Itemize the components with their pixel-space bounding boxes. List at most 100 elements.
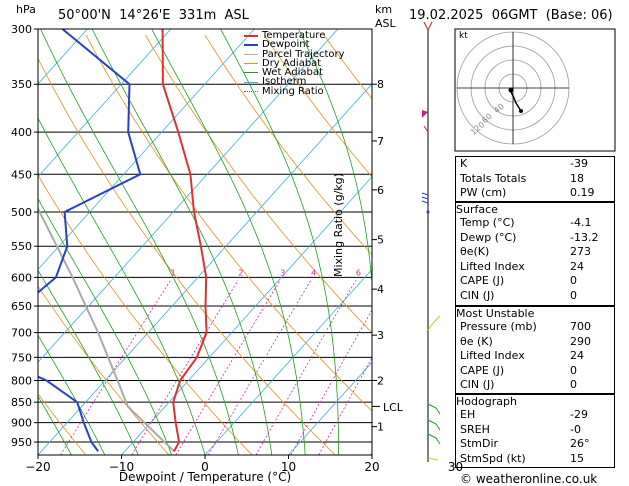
row-label: CAPE (J)	[460, 363, 505, 377]
temperature-tick-label: −20	[25, 460, 50, 474]
row-value: -4.1	[570, 216, 592, 229]
wet-adiabat	[298, 29, 372, 455]
legend-item: Mixing Ratio	[244, 86, 345, 96]
pressure-tick-label: 550	[11, 240, 32, 253]
surface-title: Surface	[456, 203, 498, 216]
legend-item: Temperature	[244, 30, 345, 41]
dry-adiabat	[145, 34, 372, 334]
pressure-tick-label: 600	[11, 271, 32, 284]
legend-label: Isotherm	[262, 76, 307, 88]
wet-adiabat	[151, 29, 306, 455]
height-tick-label: 6	[377, 184, 384, 197]
table-row: Pressure (mb) 700	[456, 320, 614, 335]
pressure-tick-label: 300	[11, 23, 32, 36]
wet-adiabat	[38, 197, 172, 455]
wind-barbs	[421, 21, 441, 461]
temperature-tick-label: 0	[201, 460, 209, 474]
table-row: CAPE (J) 0	[456, 364, 614, 379]
parcel-trajectory-line	[38, 206, 175, 453]
height-tick-label: 5	[377, 234, 384, 247]
pressure-tick-label: 700	[11, 327, 32, 340]
table-row: CAPE (J) 0	[456, 274, 614, 289]
mixing-ratio-line	[208, 280, 312, 455]
wet-adiabat	[38, 334, 106, 455]
isotherm	[288, 361, 372, 455]
wet-adiabat	[91, 29, 273, 455]
row-label: StmDir	[460, 437, 499, 451]
dry-adiabat	[38, 174, 253, 455]
mixing-ratio-label: 6	[356, 268, 361, 277]
row-label: PW (cm)	[460, 186, 507, 200]
height-tick-label: 3	[377, 329, 384, 342]
row-value: 0	[570, 288, 577, 302]
indices-table: K -39 Totals Totals 18 PW (cm) 0.19	[455, 156, 615, 202]
row-label: EH	[460, 408, 476, 421]
pressure-tick-label: 750	[11, 351, 32, 364]
temperature-tick-label: 20	[364, 460, 379, 474]
location-title: 50°00'N 14°26'E 331m ASL	[58, 8, 249, 23]
height-tick-label: 1	[377, 421, 384, 434]
legend-label: Dewpoint	[262, 39, 310, 51]
pressure-tick-label: 400	[11, 126, 32, 139]
row-value: 0.19	[570, 186, 595, 200]
row-value: 24	[570, 349, 584, 363]
datetime-title: 19.02.2025 06GMT (Base: 06)	[409, 8, 613, 23]
pressure-tick-label: 850	[11, 396, 32, 409]
row-label: Lifted Index	[460, 259, 525, 273]
mixing-ratio-label: 2	[238, 268, 243, 277]
legend-swatch	[244, 90, 258, 92]
legend-label: Temperature	[262, 30, 326, 41]
x-axis-label: Dewpoint / Temperature (°C)	[118, 470, 292, 484]
table-row: θe (K) 290	[456, 335, 614, 350]
legend-label: Wet Adiabat	[262, 67, 323, 79]
mixing-ratio-label: 4	[311, 268, 316, 277]
table-row: CIN (J) 0	[456, 378, 614, 393]
mixing-ratio-line	[60, 280, 171, 455]
row-value: 24	[570, 259, 584, 273]
pressure-tick-label: 950	[11, 436, 32, 449]
legend-label: Parcel Trajectory	[262, 48, 345, 60]
table-row: θe(K) 273	[456, 245, 614, 260]
height-tick-label: 7	[377, 135, 384, 148]
pressure-tick-label: 650	[11, 300, 32, 313]
row-label: StmSpd (kt)	[460, 451, 526, 465]
table-row: PW (cm) 0.19	[456, 186, 614, 201]
table-row: Lifted Index 24	[456, 260, 614, 275]
isotherm	[38, 29, 172, 178]
mixing-ratio-label: 3	[280, 268, 285, 277]
isotherm	[204, 268, 372, 455]
copyright: © weatheronline.co.uk	[460, 472, 598, 486]
hodograph-title: Hodograph	[456, 395, 517, 408]
dry-adiabat	[38, 57, 336, 455]
row-value: 26°	[570, 437, 590, 451]
most-unstable-title: Most Unstable	[456, 307, 535, 320]
row-label: Pressure (mb)	[460, 320, 537, 333]
legend-swatch	[244, 63, 258, 65]
row-label: CAPE (J)	[460, 274, 505, 288]
row-value: 290	[570, 334, 591, 348]
mixing-ratio-line	[131, 280, 239, 455]
table-row: StmSpd (kt) 15	[456, 452, 614, 467]
row-label: θe(K)	[460, 245, 490, 259]
row-label: θe (K)	[460, 334, 493, 348]
row-value: 273	[570, 245, 591, 259]
wet-adiabat	[0, 29, 5, 455]
hodograph-table: Hodograph EH -29 SREH -0 StmDir 26° StmSpd (kt…	[455, 394, 615, 468]
legend-item: Wet Adiabat	[244, 67, 345, 79]
legend-swatch	[244, 81, 258, 83]
row-value: 0	[570, 378, 577, 392]
dry-adiabat	[85, 34, 372, 412]
row-value: -0	[570, 422, 581, 436]
height-tick-label: 4	[377, 283, 384, 296]
isotherm	[38, 29, 339, 363]
most-unstable-table: Most Unstable Pressure (mb) 700 θe (K) 290 L…	[455, 306, 615, 394]
isotherm	[38, 83, 372, 455]
row-value: -29	[570, 408, 588, 421]
lcl-label: LCL	[383, 401, 403, 414]
row-value: 700	[570, 320, 591, 333]
temperature-tick-label: −10	[109, 460, 134, 474]
row-value: -13.2	[570, 230, 599, 244]
legend-swatch	[244, 72, 258, 74]
row-value: 15	[570, 451, 584, 465]
row-value: -39	[570, 157, 588, 170]
